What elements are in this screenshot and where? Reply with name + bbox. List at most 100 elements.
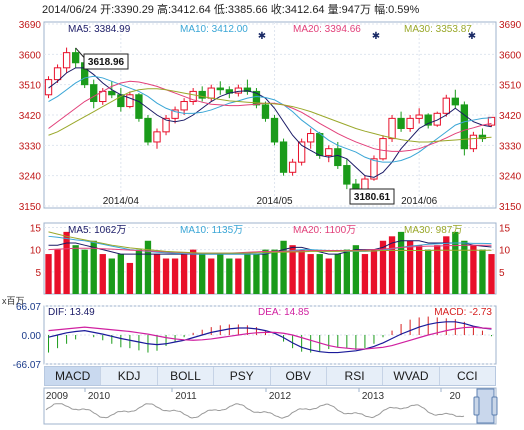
- candle-body: [424, 114, 432, 126]
- candle-body: [415, 114, 423, 119]
- candle-body: [243, 87, 252, 92]
- volume-bar: [235, 258, 242, 294]
- volume-bar: [199, 254, 206, 294]
- macd-dea-line: [48, 326, 492, 350]
- candle-body: [325, 148, 333, 156]
- tab-kdj[interactable]: KDJ: [101, 367, 158, 385]
- candle-body: [361, 178, 369, 190]
- tab-macd[interactable]: MACD: [45, 367, 102, 385]
- volume-bar: [388, 236, 396, 294]
- candle-body: [162, 117, 170, 133]
- volume-bar: [415, 245, 423, 294]
- indicator-tab-bar: MACD KDJ BOLL PSY OBV RSI WVAD CCI: [44, 366, 496, 386]
- volume-bar: [289, 245, 296, 294]
- price-tick-right: 3150: [499, 202, 522, 213]
- volume-bar: [262, 249, 269, 294]
- overview-year-label: 2011: [175, 391, 197, 402]
- volume-bar: [425, 249, 432, 294]
- price-tick-right: 3600: [499, 50, 522, 61]
- volume-bar: [334, 254, 341, 294]
- volume-bar: [72, 245, 79, 294]
- candle-body: [442, 97, 450, 114]
- price-tick-left: 3420: [19, 111, 42, 122]
- volume-bar: [253, 254, 260, 294]
- price-ma10-line: [48, 75, 492, 163]
- volume-bar: [406, 240, 414, 294]
- low-callout-value: 3180.61: [354, 192, 391, 203]
- candle-body: [307, 133, 315, 143]
- price-tick-left: 3600: [19, 50, 42, 61]
- tab-wvad[interactable]: WVAD: [383, 367, 440, 385]
- volume-bar: [108, 258, 115, 294]
- macd-dea-label: DEA: 14.85: [258, 307, 310, 318]
- event-marker-icon: ✱: [468, 31, 476, 42]
- candle-body: [71, 52, 80, 64]
- candle-body: [406, 117, 414, 129]
- candle-body: [297, 141, 306, 163]
- tab-psy[interactable]: PSY: [214, 367, 271, 385]
- candle-body: [478, 134, 487, 140]
- candle-body: [270, 117, 279, 143]
- volume-bar: [81, 249, 88, 294]
- candle-body: [279, 141, 288, 173]
- candle-body: [53, 67, 62, 81]
- tab-boll[interactable]: BOLL: [158, 367, 215, 385]
- price-tick-right: 3240: [499, 172, 522, 183]
- price-tick-left: 3240: [19, 172, 42, 183]
- candle-body: [261, 104, 270, 119]
- volume-bar: [217, 254, 224, 294]
- candle-body: [126, 94, 134, 108]
- volume-legend-item: MA5: 1062万: [68, 225, 126, 236]
- volume-tick-right: 5: [499, 268, 505, 279]
- macd-tick: 0.00: [22, 331, 42, 342]
- overview-year-label: 2013: [362, 391, 385, 402]
- candle-body: [108, 90, 116, 96]
- volume-bar: [434, 245, 441, 294]
- price-tick-right: 3420: [499, 111, 522, 122]
- volume-bar: [280, 240, 287, 294]
- candle-body: [487, 116, 496, 126]
- candle-body: [180, 101, 188, 111]
- volume-bar: [461, 240, 468, 294]
- overview-left-drag-handle[interactable]: [473, 396, 480, 416]
- volume-bar: [343, 249, 351, 294]
- price-x-tick: 2014/04: [103, 196, 140, 207]
- candle-body: [216, 87, 224, 91]
- volume-bar: [452, 231, 459, 294]
- price-tick-left: 3510: [19, 81, 42, 92]
- overview-year-label: 2012: [269, 391, 292, 402]
- candle-body: [370, 158, 378, 180]
- volume-bar: [45, 254, 52, 294]
- volume-bar: [397, 231, 405, 294]
- volume-bar: [162, 258, 170, 294]
- event-marker-icon: ✱: [258, 31, 266, 42]
- price-ma30-line: [48, 88, 492, 143]
- tab-cci[interactable]: CCI: [456, 369, 478, 383]
- volume-bar: [298, 249, 305, 294]
- macd-value-label: MACD: -2.73: [434, 307, 492, 318]
- candle-body: [352, 183, 360, 190]
- volume-bar: [479, 249, 486, 294]
- volume-bar: [443, 236, 450, 294]
- volume-bar: [126, 262, 134, 294]
- price-legend-item: MA20: 3394.66: [293, 24, 361, 35]
- price-tick-right: 3330: [499, 141, 522, 152]
- tab-rsi[interactable]: RSI: [327, 367, 384, 385]
- candle-body: [44, 79, 53, 96]
- candle-body: [144, 117, 152, 143]
- candle-body: [316, 133, 324, 156]
- high-callout-box: [83, 53, 129, 70]
- candle-body: [252, 90, 261, 106]
- volume-bar: [117, 254, 125, 294]
- overview-selection-window[interactable]: [476, 388, 495, 424]
- volume-bar: [271, 249, 278, 294]
- overview-right-drag-handle[interactable]: [491, 396, 498, 416]
- volume-bar: [135, 249, 143, 294]
- volume-tick-right: 10: [499, 246, 511, 257]
- tab-obv[interactable]: OBV: [271, 367, 327, 385]
- candle-body: [234, 87, 243, 94]
- volume-bar: [153, 254, 161, 294]
- candle-body: [469, 134, 478, 150]
